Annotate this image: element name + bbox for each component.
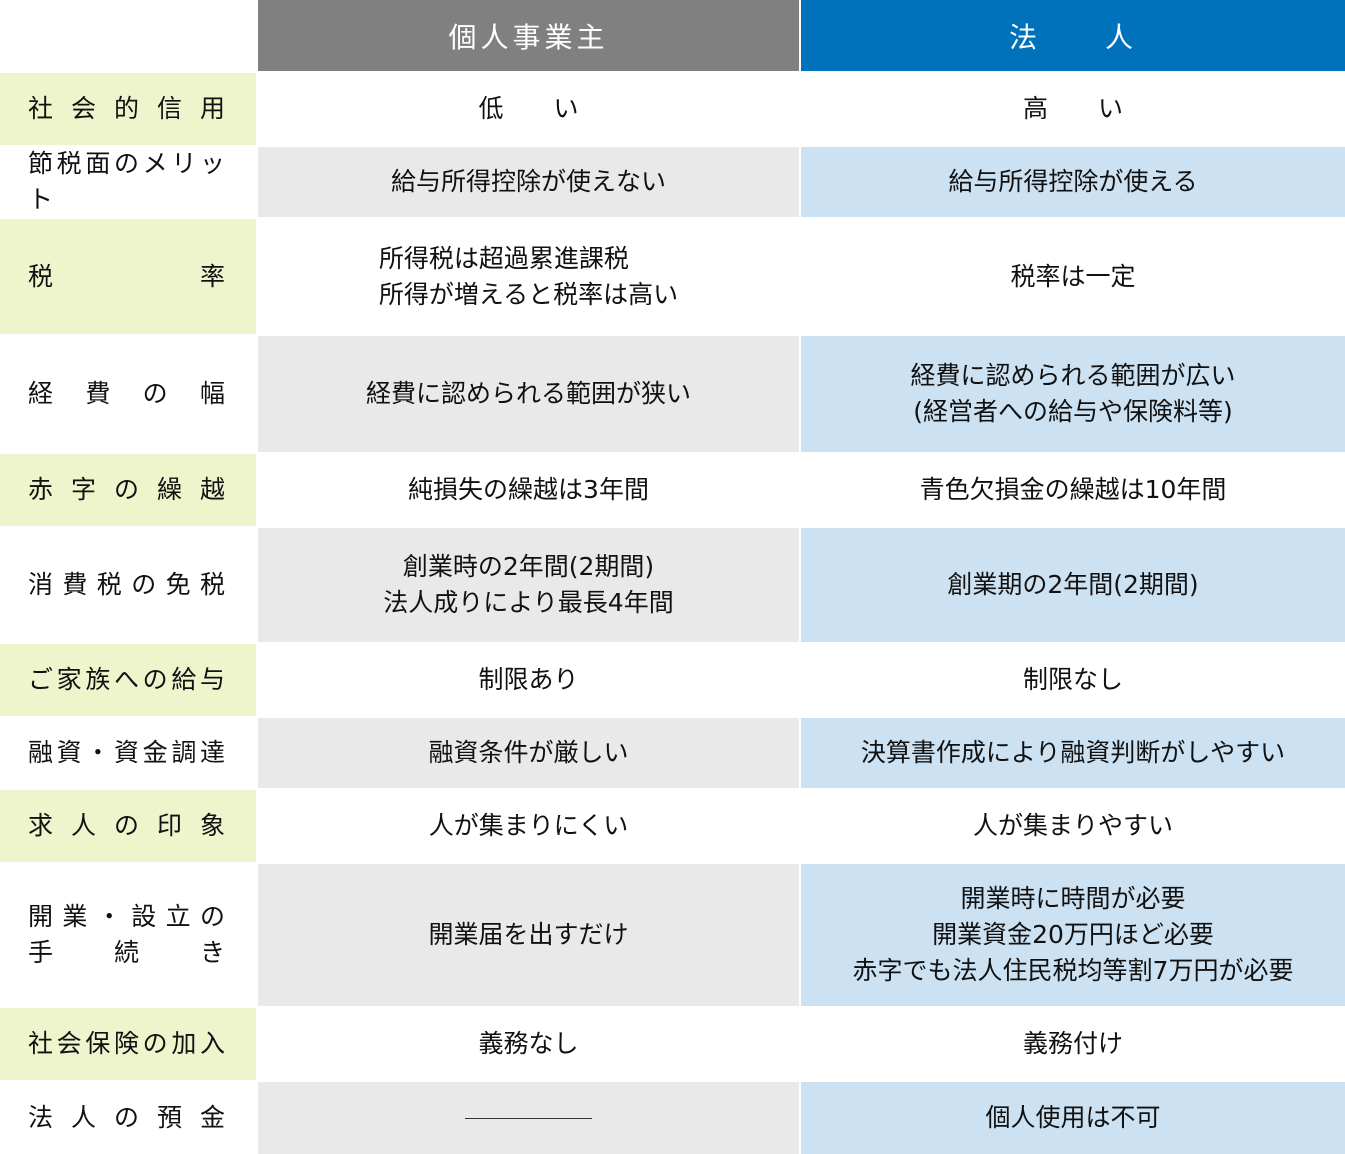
row-label-text: 税率 xyxy=(28,261,225,291)
corporation-cell: 給与所得控除が使える xyxy=(801,147,1345,217)
sole-proprietor-text: 創業時の2年間(2期間) 法人成りにより最長4年間 xyxy=(383,552,674,617)
corporation-text: 制限なし xyxy=(1022,665,1123,694)
header-sole-proprietor: 個人事業主 xyxy=(258,0,799,71)
table-row: 開業・設立の 手続き 開業届を出すだけ 開業時に時間が必要 開業資金20万円ほど必要… xyxy=(0,864,1345,1006)
sole-proprietor-text: 低 い xyxy=(478,94,579,123)
corporation-text: 経費に認められる範囲が広い (経営者への給与や保険料等) xyxy=(910,361,1236,426)
row-label: 税率 xyxy=(0,219,256,334)
row-label: 開業・設立の 手続き xyxy=(0,864,256,1006)
corporation-text: 義務付け xyxy=(1022,1029,1123,1058)
table-row: 経費の幅 経費に認められる範囲が狭い 経費に認められる範囲が広い (経営者への給与や… xyxy=(0,336,1345,452)
corporation-text: 高 い xyxy=(1022,94,1123,123)
sole-proprietor-text: 融資条件が厳しい xyxy=(428,738,629,767)
sole-proprietor-text: 義務なし xyxy=(478,1029,579,1058)
table-row: 融資・資金調達 融資条件が厳しい 決算書作成により融資判断がしやすい xyxy=(0,718,1345,788)
row-label: ご家族への給与 xyxy=(0,644,256,716)
table-row: 求人の印象 人が集まりにくい 人が集まりやすい xyxy=(0,790,1345,862)
table-row: 節税面のメリット 給与所得控除が使えない 給与所得控除が使える xyxy=(0,147,1345,217)
corporation-text: 個人使用は不可 xyxy=(985,1103,1161,1132)
corporation-text: 決算書作成により融資判断がしやすい xyxy=(860,738,1286,767)
sole-proprietor-cell: 制限あり xyxy=(258,644,799,716)
sole-proprietor-cell: 経費に認められる範囲が狭い xyxy=(258,336,799,452)
table-row: ご家族への給与 制限あり 制限なし xyxy=(0,644,1345,716)
corporation-cell: 制限なし xyxy=(801,644,1345,716)
row-label-text: 経費の幅 xyxy=(28,379,225,408)
table-row: 社会保険の加入 義務なし 義務付け xyxy=(0,1008,1345,1080)
row-label: 赤字の繰越 xyxy=(0,454,256,526)
corporation-cell: 税率は一定 xyxy=(801,219,1345,334)
corporation-cell: 義務付け xyxy=(801,1008,1345,1080)
table-row: 赤字の繰越 純損失の繰越は3年間 青色欠損金の繰越は10年間 xyxy=(0,454,1345,526)
header-corporation: 法 人 xyxy=(801,0,1345,71)
table-row: 税率 所得税は超過累進課税 所得が増えると税率は高い 税率は一定 xyxy=(0,219,1345,334)
row-label-text: 法人の預金 xyxy=(28,1103,225,1132)
row-label-text: 開業・設立の 手続き xyxy=(28,902,225,967)
sole-proprietor-cell: 義務なし xyxy=(258,1008,799,1080)
row-label: 社会的信用 xyxy=(0,73,256,145)
sole-proprietor-cell: 純損失の繰越は3年間 xyxy=(258,454,799,526)
row-label: 節税面のメリット xyxy=(0,147,256,217)
sole-proprietor-cell: 創業時の2年間(2期間) 法人成りにより最長4年間 xyxy=(258,528,799,642)
corporation-text: 青色欠損金の繰越は10年間 xyxy=(919,475,1227,504)
row-label-text: 社会保険の加入 xyxy=(28,1029,225,1058)
corporation-cell: 開業時に時間が必要 開業資金20万円ほど必要 赤字でも法人住民税均等割7万円が必… xyxy=(801,864,1345,1006)
table-row: 社会的信用 低 い 高 い xyxy=(0,73,1345,145)
corporation-text: 人が集まりやすい xyxy=(972,811,1173,840)
corporation-text: 税率は一定 xyxy=(1010,261,1136,291)
sole-proprietor-cell: 給与所得控除が使えない xyxy=(258,147,799,217)
corporation-cell: 決算書作成により融資判断がしやすい xyxy=(801,718,1345,788)
row-label: 法人の預金 xyxy=(0,1082,256,1154)
corporation-cell: 創業期の2年間(2期間) xyxy=(801,528,1345,642)
row-label: 社会保険の加入 xyxy=(0,1008,256,1080)
sole-proprietor-text: 制限あり xyxy=(478,665,579,694)
corporation-text: 給与所得控除が使える xyxy=(948,167,1198,196)
row-label-text: 消費税の免税 xyxy=(28,570,225,599)
sole-proprietor-cell: 融資条件が厳しい xyxy=(258,718,799,788)
sole-proprietor-cell: 人が集まりにくい xyxy=(258,790,799,862)
sole-proprietor-text: 人が集まりにくい xyxy=(428,811,629,840)
row-label-text: ご家族への給与 xyxy=(28,665,225,694)
corporation-text: 開業時に時間が必要 開業資金20万円ほど必要 赤字でも法人住民税均等割7万円が必… xyxy=(852,884,1294,985)
row-label: 融資・資金調達 xyxy=(0,718,256,788)
row-label-text: 求人の印象 xyxy=(28,811,225,840)
corporation-cell: 青色欠損金の繰越は10年間 xyxy=(801,454,1345,526)
row-label-text: 節税面のメリット xyxy=(28,149,225,214)
corporation-cell: 個人使用は不可 xyxy=(801,1082,1345,1154)
row-label-text: 融資・資金調達 xyxy=(28,738,225,767)
sole-proprietor-cell: 低 い xyxy=(258,73,799,145)
corporation-text: 創業期の2年間(2期間) xyxy=(947,570,1199,599)
sole-proprietor-text: 所得税は超過累進課税 所得が増えると税率は高い xyxy=(378,243,679,309)
sole-proprietor-text: 経費に認められる範囲が狭い xyxy=(365,379,691,408)
row-label: 経費の幅 xyxy=(0,336,256,452)
row-label-text: 赤字の繰越 xyxy=(28,475,225,504)
sole-proprietor-cell: 所得税は超過累進課税 所得が増えると税率は高い xyxy=(258,219,799,334)
row-label: 消費税の免税 xyxy=(0,528,256,642)
dash-line xyxy=(465,1117,592,1119)
row-label: 求人の印象 xyxy=(0,790,256,862)
table-row: 消費税の免税 創業時の2年間(2期間) 法人成りにより最長4年間 創業期の2年間(2… xyxy=(0,528,1345,642)
sole-proprietor-text: 純損失の繰越は3年間 xyxy=(408,475,649,504)
table-row: 法人の預金 個人使用は不可 xyxy=(0,1082,1345,1154)
corporation-cell: 人が集まりやすい xyxy=(801,790,1345,862)
corporation-cell: 経費に認められる範囲が広い (経営者への給与や保険料等) xyxy=(801,336,1345,452)
corporation-cell: 高 い xyxy=(801,73,1345,145)
sole-proprietor-cell: 開業届を出すだけ xyxy=(258,864,799,1006)
sole-proprietor-text: 給与所得控除が使えない xyxy=(390,167,666,196)
row-label-text: 社会的信用 xyxy=(28,94,225,123)
sole-proprietor-cell xyxy=(258,1082,799,1154)
sole-proprietor-text: 開業届を出すだけ xyxy=(428,920,629,949)
